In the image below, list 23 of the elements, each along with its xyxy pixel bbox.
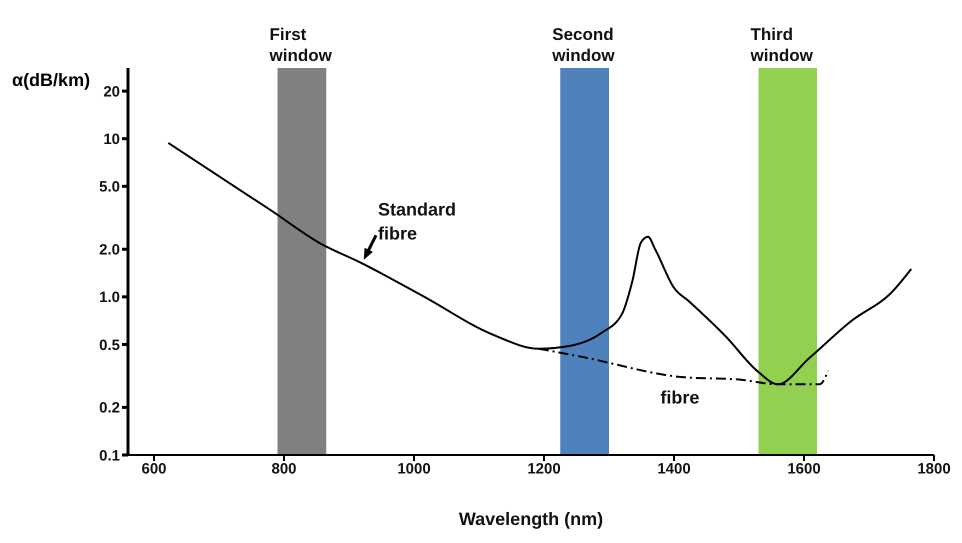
y-tick-label: 2.0 — [99, 242, 120, 259]
line-series — [167, 142, 912, 386]
x-tick-label: 1000 — [397, 460, 431, 478]
x-tick-label: 1200 — [527, 460, 561, 478]
y-tick-label: 0.2 — [99, 400, 120, 417]
x-tick-label: 1800 — [917, 460, 951, 478]
x-tick-label: 800 — [271, 460, 297, 478]
x-tick-label: 1600 — [787, 460, 821, 478]
y-tick-label: 1.0 — [99, 289, 120, 306]
band-label: Third window — [750, 25, 814, 65]
series-label: fibre — [660, 387, 700, 408]
band-label: First window — [268, 25, 333, 65]
x-tick-label: 600 — [141, 460, 167, 478]
x-axis-title: Wavelength (nm) — [458, 509, 604, 529]
y-tick-label: 10 — [103, 131, 120, 148]
series-label: Standard fibre — [378, 199, 456, 244]
y-tick-label: 0.1 — [99, 447, 120, 464]
y-axis-title: α(dB/km) — [12, 70, 90, 91]
band-label: Second window — [551, 25, 616, 65]
y-tick-label: 0.5 — [99, 336, 120, 354]
x-tick-label: 1400 — [657, 460, 691, 478]
y-tick-label: 20 — [103, 83, 120, 100]
y-tick-label: 5.0 — [99, 178, 120, 196]
